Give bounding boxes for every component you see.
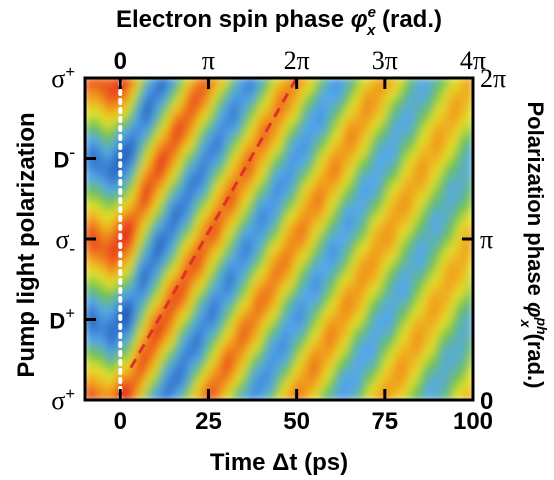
x-tick-label: 0 [114, 408, 127, 435]
guide-lines [118, 76, 298, 402]
right-tick-label: 0 [480, 388, 493, 415]
x-axis-label: Time Δt (ps) [210, 449, 348, 476]
top-tick-label: 0 [114, 48, 127, 75]
top-tick-label: 3π [372, 46, 398, 75]
top-tick-label: 4π [460, 46, 486, 75]
heatmap-cells [85, 78, 473, 400]
left-tick-label: D+ [49, 304, 75, 334]
right-tick-label: 2π [480, 64, 506, 93]
left-tick-label: σ+ [51, 62, 75, 93]
left-tick-label: σ- [55, 225, 75, 258]
x-tick-label: 25 [195, 408, 222, 435]
top-tick-label: 2π [284, 46, 310, 75]
x-tick-label: 50 [283, 408, 310, 435]
x-tick-label: 100 [453, 408, 493, 435]
right-tick-label: π [480, 225, 493, 254]
left-axis-label: Pump light polarization [13, 112, 40, 377]
left-tick-label: D- [53, 143, 75, 173]
x-tick-label: 75 [371, 408, 398, 435]
right-axis-label: Polarization phase φphx (rad.) [518, 101, 550, 388]
axis-ticks [85, 76, 475, 402]
top-tick-label: π [202, 46, 215, 75]
heatmap-area [85, 78, 473, 400]
dashed-guide-line [129, 77, 298, 369]
left-tick-label: σ+ [51, 384, 75, 415]
top-axis-label: Electron spin phase φe x (rad.) [116, 4, 442, 39]
